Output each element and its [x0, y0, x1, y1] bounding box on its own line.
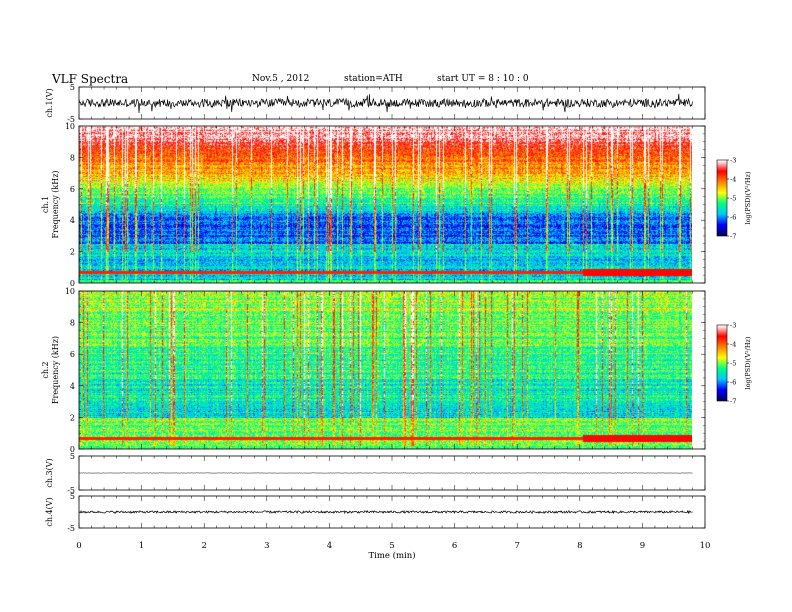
- panel-ch2-spectrogram: -3 -4 -5 -6 -7 log(PSD)(V²/Hz) 0 2 4 6 8 10 ch.2 Freq…: [41, 287, 752, 454]
- ch1-spectrogram-ztick-label: -3: [730, 157, 736, 165]
- ch1-spectrogram-ztick-label: -4: [730, 176, 736, 184]
- ch4-waveform-trace: [78, 509, 693, 515]
- ch2-spectrogram-ytick-label: 4: [70, 382, 75, 391]
- ch2-spectrogram-ylabel: Frequency (kHz): [51, 336, 60, 404]
- ch2-spectrogram-ztick-label: -7: [730, 398, 736, 406]
- panel-ch1-waveform: 5 -5 ch.1(V): [45, 83, 706, 124]
- panel-ch4-waveform: 5 -5 ch.4(V): [45, 492, 706, 533]
- ch2-spectrogram-colorbar: [717, 325, 727, 401]
- x-tick-label: 10: [700, 541, 711, 551]
- ch2-spectrogram-ylabel: ch.2: [41, 361, 50, 378]
- panel-ch1-spectrogram: -3 -4 -5 -6 -7 log(PSD)(V²/Hz) 0 2 4 6 8 10 ch.1 Freq…: [41, 122, 752, 288]
- x-tick-label: 5: [389, 541, 394, 551]
- ch1-waveform-ytick-label: -5: [67, 115, 75, 124]
- ch1-spectrogram-ztick-label: -5: [730, 195, 736, 203]
- panel-ch3-waveform: 5 -5 ch.3(V): [45, 452, 706, 495]
- ch1-spectrogram-ytick-label: 2: [70, 248, 75, 257]
- ch3-waveform-ytick-label: 5: [70, 452, 75, 461]
- ch1-spectrogram-colorbar: [717, 160, 727, 236]
- ch1-spectrogram-ytick-label: 6: [70, 185, 75, 194]
- ch2-spectrogram-ytick-label: 2: [70, 413, 75, 422]
- ch4-waveform-ytick-label: 5: [70, 492, 75, 501]
- x-tick-label: 6: [452, 541, 457, 551]
- ch1-spectrogram-image: [79, 126, 692, 283]
- ch2-spectrogram-ytick-label: 10: [65, 287, 75, 296]
- ch1-waveform-ylabel: ch.1(V): [45, 88, 54, 117]
- figure-title: VLF Spectra: [52, 72, 129, 86]
- ch2-spectrogram-ztick-label: -5: [730, 360, 736, 368]
- x-axis-label: Time (min): [368, 550, 415, 561]
- ch2-spectrogram-ytick-label: 0: [70, 445, 75, 454]
- ch4-waveform-ytick-label: -5: [67, 524, 75, 533]
- ch4-waveform-ylabel: ch.4(V): [45, 497, 54, 526]
- x-tick-label: 9: [640, 541, 645, 551]
- ch1-spectrogram-zlabel: log(PSD)(V²/Hz): [744, 171, 752, 224]
- ch1-waveform-trace: [78, 93, 693, 114]
- ch1-spectrogram-ytick-label: 10: [65, 122, 75, 131]
- ch1-spectrogram-ylabel: ch.1: [41, 196, 50, 213]
- ch1-spectrogram-ytick-label: 8: [70, 153, 75, 162]
- x-tick-label: 4: [327, 541, 332, 551]
- x-tick-label: 3: [264, 541, 269, 551]
- ch2-spectrogram-ztick-label: -3: [730, 322, 736, 330]
- x-tick-label: 7: [514, 541, 519, 551]
- x-tick-label: 8: [577, 541, 582, 551]
- start-time-label: start UT = 8 : 10 : 0: [437, 74, 529, 84]
- ch1-spectrogram-ztick-label: -7: [730, 233, 736, 241]
- ch2-spectrogram-ytick-label: 8: [70, 319, 75, 328]
- station-label: station=ATH: [344, 74, 403, 84]
- ch1-waveform-ytick-label: 5: [70, 83, 75, 92]
- ch2-spectrogram-image: [79, 291, 692, 449]
- ch3-waveform-ytick-label: -5: [67, 486, 75, 495]
- ch1-spectrogram-ytick-label: 0: [70, 279, 75, 288]
- ch2-spectrogram-ytick-label: 6: [70, 350, 75, 359]
- ch1-spectrogram-ytick-label: 4: [70, 216, 75, 225]
- date-label: Nov.5 , 2012: [252, 74, 310, 84]
- ch2-spectrogram-ztick-label: -4: [730, 341, 736, 349]
- x-tick-label: 0: [76, 541, 81, 551]
- ch3-waveform-ylabel: ch.3(V): [45, 458, 54, 487]
- ch2-spectrogram-zlabel: log(PSD)(V²/Hz): [744, 336, 752, 389]
- x-tick-label: 2: [201, 541, 206, 551]
- x-tick-label: 1: [139, 541, 144, 551]
- ch1-spectrogram-ylabel: Frequency (kHz): [51, 170, 60, 238]
- ch2-spectrogram-ztick-label: -6: [730, 379, 736, 387]
- ch1-spectrogram-ztick-label: -6: [730, 214, 736, 222]
